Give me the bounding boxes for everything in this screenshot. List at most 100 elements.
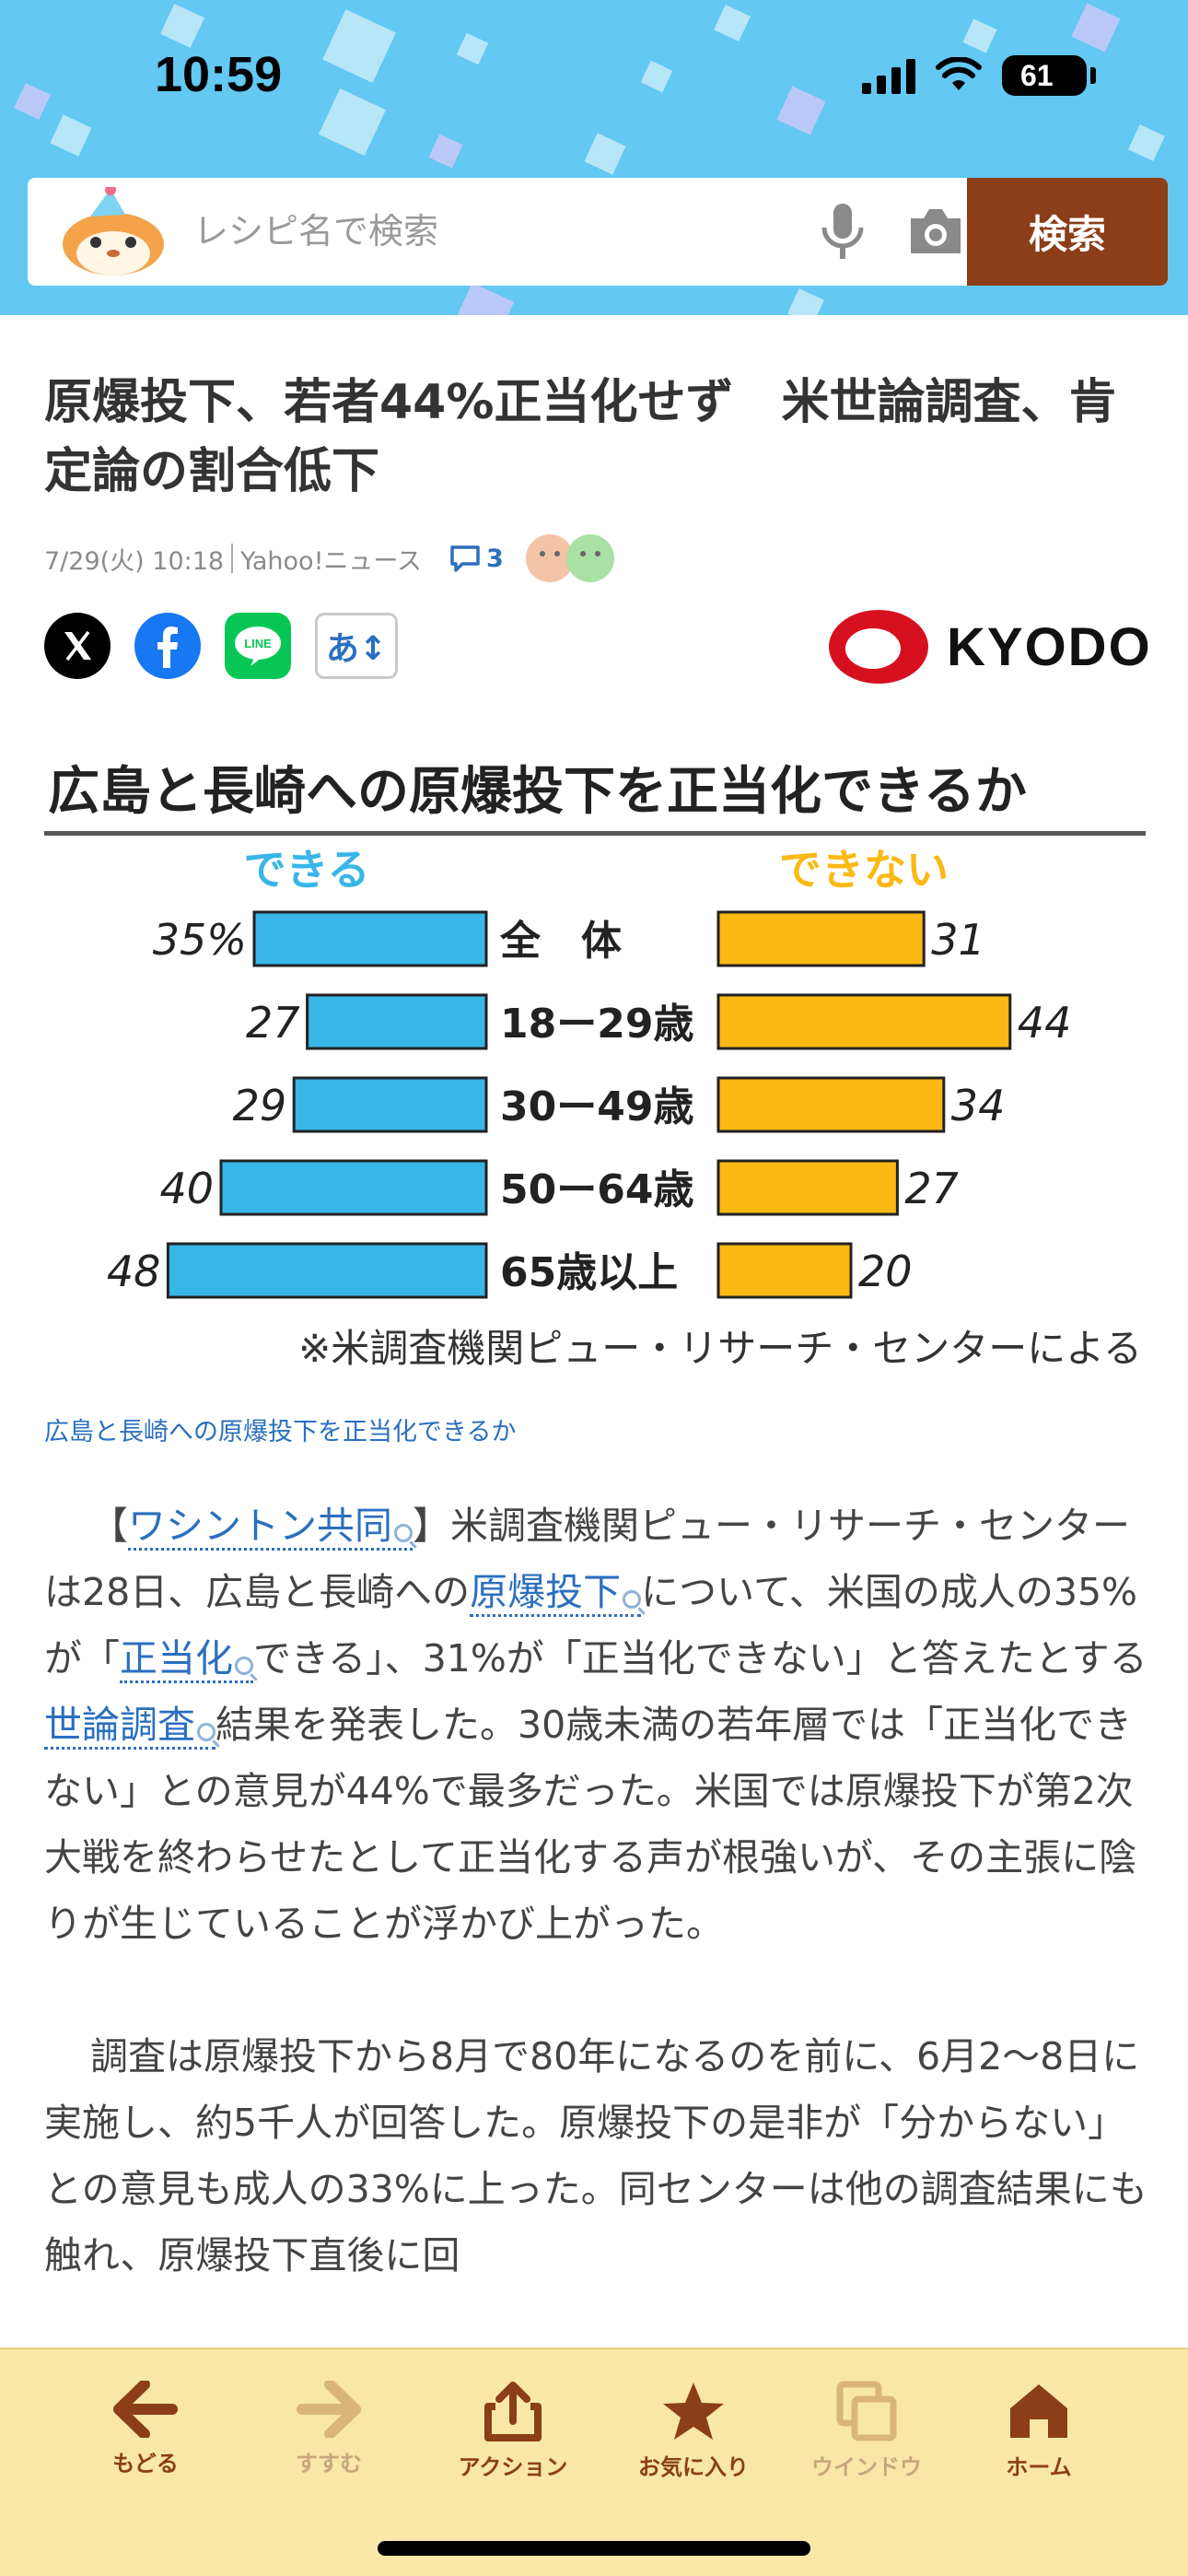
confetti bbox=[322, 9, 396, 83]
text-run: 】米調査機関ピュー・リサーチ・センターは28日、広島と長崎への bbox=[44, 1504, 1130, 1614]
image-caption[interactable]: 広島と長崎への原爆投下を正当化できるか bbox=[44, 1418, 517, 1446]
search-button[interactable]: 検索 bbox=[967, 178, 1168, 286]
article-source[interactable]: Yahoo!ニュース bbox=[240, 546, 423, 576]
bar-no-value-label: 20 bbox=[858, 1247, 913, 1296]
article-meta: 7/29(火) 10:18 Yahoo!ニュース 3 bbox=[44, 534, 614, 582]
wifi-icon bbox=[936, 57, 982, 90]
text-run: できる」、31%が「正当化できない」と答えたとする bbox=[253, 1636, 1147, 1680]
bar-yes-value-label: 29 bbox=[233, 1081, 287, 1130]
nav-action-label: アクション bbox=[458, 2454, 568, 2480]
search-icon bbox=[197, 1723, 215, 1741]
share-facebook-button[interactable] bbox=[134, 613, 201, 679]
arrow-left-icon bbox=[113, 2381, 178, 2438]
home-indicator[interactable] bbox=[378, 2541, 810, 2556]
nav-back-label: もどる bbox=[112, 2451, 179, 2476]
keyword-link[interactable]: ワシントン共同 bbox=[128, 1504, 413, 1551]
microphone-icon[interactable] bbox=[815, 200, 870, 264]
meta-divider bbox=[231, 544, 234, 573]
share-row: LINE あ↕ bbox=[44, 613, 398, 679]
bar-yes bbox=[219, 1159, 488, 1216]
comment-count: 3 bbox=[486, 544, 504, 573]
text-run: について、米国の成人の35%が「 bbox=[44, 1570, 1138, 1680]
windows-icon bbox=[836, 2381, 897, 2441]
keyword-link[interactable]: 正当化 bbox=[120, 1636, 253, 1683]
article-paragraph: 調査は原爆投下から8月で80年になるのを前に、6月2～8日に実施し、約5千人が回… bbox=[44, 2023, 1149, 2289]
publisher-name: KYODO bbox=[947, 616, 1152, 677]
share-icon bbox=[484, 2382, 542, 2441]
bar-yes bbox=[166, 1242, 488, 1299]
nav-home-button[interactable]: ホーム bbox=[951, 2381, 1126, 2481]
bar-no bbox=[716, 1159, 899, 1216]
article-paragraph: 【ワシントン共同 】米調査機関ピュー・リサーチ・センターは28日、広島と長崎への原… bbox=[44, 1493, 1149, 1957]
nav-action-button[interactable]: アクション bbox=[425, 2381, 600, 2481]
bar-no bbox=[716, 1076, 946, 1133]
confetti bbox=[160, 4, 204, 48]
battery-level: 61 bbox=[1020, 58, 1054, 92]
bar-no-value-label: 34 bbox=[951, 1081, 1006, 1130]
share-x-button[interactable] bbox=[44, 613, 111, 679]
nav-back-button[interactable]: もどる bbox=[58, 2381, 233, 2477]
poll-chart[interactable]: 広島と長崎への原爆投下を正当化できるか できる できない 35% 31 全 体 27 4… bbox=[44, 755, 1149, 1382]
nav-home-label: ホーム bbox=[1006, 2454, 1072, 2480]
bar-yes bbox=[292, 1076, 488, 1133]
confetti bbox=[1128, 124, 1165, 161]
font-size-button[interactable]: あ↕ bbox=[315, 613, 398, 679]
bar-no-value-label: 27 bbox=[904, 1164, 959, 1213]
search-input[interactable] bbox=[193, 204, 783, 259]
confetti bbox=[776, 86, 826, 135]
status-icons: 61 bbox=[862, 55, 1096, 96]
bar-no bbox=[716, 1242, 853, 1299]
article-headline: 原爆投下、若者44%正当化せず 米世論調査、肯定論の割合低下 bbox=[44, 375, 1117, 500]
line-logo-icon: LINE bbox=[235, 626, 281, 666]
bar-yes-value-label: 35% bbox=[153, 915, 247, 965]
confetti bbox=[428, 134, 463, 169]
bar-no bbox=[716, 993, 1012, 1050]
nav-window-label: ウインドウ bbox=[811, 2454, 922, 2480]
mascot-logo-icon bbox=[63, 187, 164, 275]
cellular-signal-icon bbox=[862, 57, 915, 94]
x-logo-icon bbox=[64, 630, 91, 662]
bar-yes-value-label: 40 bbox=[159, 1164, 214, 1213]
share-line-button[interactable]: LINE bbox=[225, 613, 291, 679]
bar-yes bbox=[306, 993, 488, 1050]
text-run: 調査は原爆投下から8月で80年になるのを前に、6月2～8日に実施し、約5千人が回… bbox=[44, 2034, 1147, 2277]
confetti bbox=[962, 18, 997, 53]
nav-favorites-button[interactable]: お気に入り bbox=[606, 2381, 781, 2481]
star-icon bbox=[663, 2383, 724, 2440]
keyword-link[interactable]: 原爆投下 bbox=[470, 1570, 642, 1617]
publisher-logo: KYODO bbox=[827, 608, 1152, 685]
bottom-navigation: もどる すすむ アクション お気に入り ウインドウ ホーム bbox=[0, 2348, 1188, 2576]
comment-link[interactable]: 3 bbox=[449, 544, 504, 573]
chart-note: ※米調査機関ピュー・リサーチ・センターによる bbox=[298, 1326, 1142, 1371]
search-bar: 検索 bbox=[28, 178, 1168, 286]
reaction-face-icon[interactable] bbox=[565, 534, 614, 582]
confetti bbox=[456, 32, 489, 65]
legend-no-label: できない bbox=[779, 845, 949, 895]
confetti bbox=[640, 60, 673, 93]
home-icon bbox=[1010, 2384, 1067, 2438]
title-underline bbox=[44, 831, 1146, 836]
text-run: 結果を発表した。30歳未満の若年層では「正当化できない」との意見が44%で最多だ… bbox=[44, 1703, 1137, 1946]
category-label: 30ー49歳 bbox=[500, 1083, 693, 1130]
keyword-link[interactable]: 世論調査 bbox=[44, 1703, 215, 1750]
kyodo-logo-icon bbox=[829, 610, 928, 684]
camera-icon[interactable] bbox=[907, 204, 964, 259]
arrow-right-icon bbox=[297, 2381, 361, 2438]
bar-yes-value-label: 27 bbox=[246, 998, 300, 1048]
confetti bbox=[714, 5, 751, 41]
nav-forward-button[interactable]: すすむ bbox=[241, 2381, 416, 2477]
chart-bars: 35% 31 全 体 27 44 18ー29歳 29 34 30ー49歳 40 27 50ー64歳 48… bbox=[107, 910, 1072, 1299]
confetti bbox=[584, 133, 626, 175]
category-label: 50ー64歳 bbox=[500, 1166, 693, 1213]
nav-window-button[interactable]: ウインドウ bbox=[779, 2381, 954, 2481]
text-run: 【 bbox=[90, 1504, 128, 1548]
category-label: 65歳以上 bbox=[500, 1249, 678, 1296]
article-body: 【ワシントン共同 】米調査機関ピュー・リサーチ・センターは28日、広島と長崎への原… bbox=[44, 1493, 1149, 2289]
confetti bbox=[452, 282, 515, 315]
bar-no-value-label: 31 bbox=[931, 915, 985, 965]
reaction-face-icon[interactable] bbox=[525, 534, 574, 582]
svg-text:LINE: LINE bbox=[244, 637, 272, 650]
comment-bubble-icon bbox=[450, 545, 480, 572]
chart-title: 広島と長崎への原爆投下を正当化できるか bbox=[48, 762, 1027, 822]
bar-no-value-label: 44 bbox=[1018, 998, 1072, 1048]
